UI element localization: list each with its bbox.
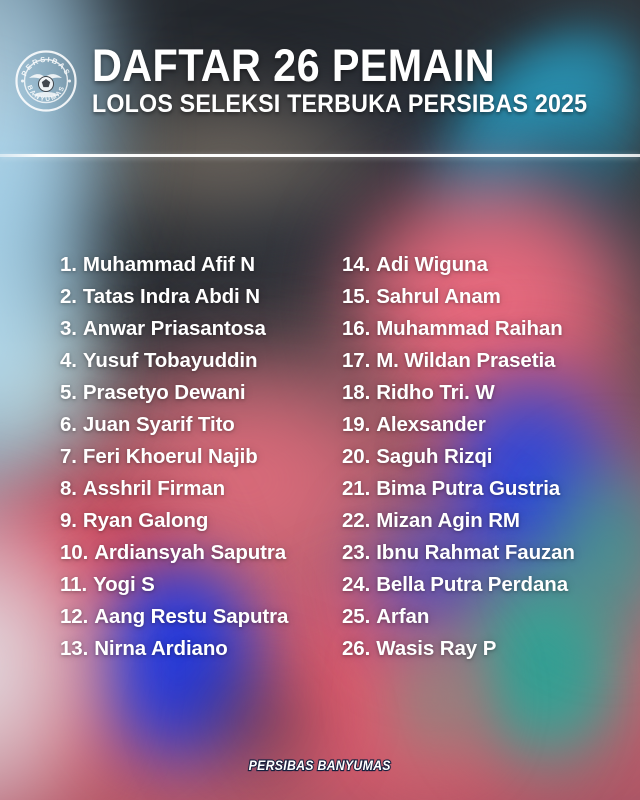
background-blob-green-2 [540, 460, 640, 640]
roster-item-name: Muhammad Afif N [82, 253, 255, 276]
roster-item-name: Juan Syarif Tito [82, 413, 235, 436]
roster-item-name: Ridho Tri. W [376, 381, 495, 404]
roster-item-number: 15. [342, 285, 371, 308]
roster-item-name: Yusuf Tobayuddin [82, 349, 258, 372]
roster-item-number: 2. [60, 285, 77, 308]
poster-footer: PERSIBAS BANYUMAS [0, 756, 640, 775]
roster-item: 15. Sahrul Anam [342, 285, 640, 317]
roster-item: 6. Juan Syarif Tito [60, 413, 342, 445]
roster-item: 22. Mizan Agin RM [342, 509, 640, 541]
roster-item-name: Ibnu Rahmat Fauzan [376, 541, 575, 564]
roster-item: 26. Wasis Ray P [342, 637, 640, 669]
roster-item: 9. Ryan Galong [60, 509, 342, 541]
roster-item-name: Adi Wiguna [376, 253, 488, 276]
roster-item-name: Nirna Ardiano [94, 637, 228, 660]
roster-item: 8. Asshril Firman [60, 477, 342, 509]
roster-item-name: Muhammad Raihan [376, 317, 563, 340]
roster-item: 13. Nirna Ardiano [60, 637, 342, 669]
roster-item-name: Asshril Firman [82, 477, 226, 500]
roster-item: 20. Saguh Rizqi [342, 445, 640, 477]
roster-item-number: 13. [60, 637, 89, 660]
roster-item-name: Sahrul Anam [376, 285, 501, 308]
roster-item-number: 8. [60, 477, 77, 500]
roster-item: 14. Adi Wiguna [342, 253, 640, 285]
roster-item-name: Anwar Priasantosa [82, 317, 266, 340]
header-divider [0, 154, 640, 157]
roster-item: 23. Ibnu Rahmat Fauzan [342, 541, 640, 573]
roster-item: 18. Ridho Tri. W [342, 381, 640, 413]
roster-item-number: 26. [342, 637, 371, 660]
roster-item-number: 18. [342, 381, 371, 404]
roster-item-number: 9. [60, 509, 77, 532]
roster-item: 10. Ardiansyah Saputra [60, 541, 342, 573]
roster-item: 4. Yusuf Tobayuddin [60, 349, 342, 381]
roster-item-number: 6. [60, 413, 77, 436]
roster-lists: 1. Muhammad Afif N 2. Tatas Indra Abdi N 3. A… [0, 253, 640, 669]
roster-item-number: 19. [342, 413, 371, 436]
roster-item: 7. Feri Khoerul Najib [60, 445, 342, 477]
roster-item-name: Ryan Galong [82, 509, 209, 532]
roster-item: 21. Bima Putra Gustria [342, 477, 640, 509]
header-inner: PERSIBAS BANYUMAS [15, 39, 625, 119]
footer-wordmark: PERSIBAS BANYUMAS [248, 756, 392, 774]
roster-item-name: Mizan Agin RM [376, 509, 520, 532]
roster-item: 12. Aang Restu Saputra [60, 605, 342, 637]
roster-item-name: Bella Putra Perdana [376, 573, 568, 596]
roster-item-name: Aang Restu Saputra [94, 605, 289, 628]
persibas-crest-logo: PERSIBAS BANYUMAS [15, 50, 77, 112]
roster-item-name: Bima Putra Gustria [376, 477, 561, 500]
roster-item-number: 5. [60, 381, 77, 404]
roster-item: 25. Arfan [342, 605, 640, 637]
roster-item-name: Ardiansyah Saputra [94, 541, 287, 564]
roster-item-number: 17. [342, 349, 371, 372]
roster-item: 16. Muhammad Raihan [342, 317, 640, 349]
roster-item: 19. Alexsander [342, 413, 640, 445]
roster-item-name: Wasis Ray P [376, 637, 497, 660]
roster-item: 3. Anwar Priasantosa [60, 317, 342, 349]
header-titles: DAFTAR 26 PEMAIN LOLOS SELEKSI TERBUKA P… [92, 39, 625, 119]
background-blob-dark-bottom [170, 640, 350, 800]
roster-item-number: 11. [60, 573, 88, 596]
roster-item: 11. Yogi S [60, 573, 342, 605]
roster-item-number: 25. [342, 605, 371, 628]
roster-item-number: 4. [60, 349, 77, 372]
roster-item-name: M. Wildan Prasetia [376, 349, 556, 372]
roster-item-name: Yogi S [93, 573, 155, 596]
roster-item-name: Saguh Rizqi [376, 445, 493, 468]
roster-item-number: 14. [342, 253, 371, 276]
roster-item-number: 24. [342, 573, 371, 596]
roster-item-number: 21. [342, 477, 371, 500]
roster-item: 17. M. Wildan Prasetia [342, 349, 640, 381]
roster-item-name: Arfan [376, 605, 430, 628]
roster-item-name: Alexsander [376, 413, 486, 436]
roster-item-number: 16. [342, 317, 371, 340]
poster-title: DAFTAR 26 PEMAIN [92, 39, 496, 91]
roster-column-right: 14. Adi Wiguna 15. Sahrul Anam 16. Muhammad R… [342, 253, 640, 669]
roster-item-number: 10. [60, 541, 89, 564]
roster-item: 2. Tatas Indra Abdi N [60, 285, 342, 317]
roster-item-number: 22. [342, 509, 371, 532]
roster-item: 24. Bella Putra Perdana [342, 573, 640, 605]
roster-item-name: Prasetyo Dewani [82, 381, 246, 404]
roster-item-number: 23. [342, 541, 371, 564]
roster-item-name: Tatas Indra Abdi N [82, 285, 260, 308]
roster-item-name: Feri Khoerul Najib [82, 445, 258, 468]
roster-column-left: 1. Muhammad Afif N 2. Tatas Indra Abdi N 3. A… [0, 253, 342, 669]
roster-item-number: 1. [60, 253, 77, 276]
roster-item: 1. Muhammad Afif N [60, 253, 342, 285]
poster-subtitle: LOLOS SELEKSI TERBUKA PERSIBAS 2025 [92, 89, 588, 118]
background-blob-gray [380, 630, 490, 770]
poster-header: PERSIBAS BANYUMAS [0, 0, 640, 156]
roster-item: 5. Prasetyo Dewani [60, 381, 342, 413]
roster-item-number: 12. [60, 605, 89, 628]
roster-item-number: 3. [60, 317, 77, 340]
roster-item-number: 7. [60, 445, 77, 468]
roster-item-number: 20. [342, 445, 371, 468]
